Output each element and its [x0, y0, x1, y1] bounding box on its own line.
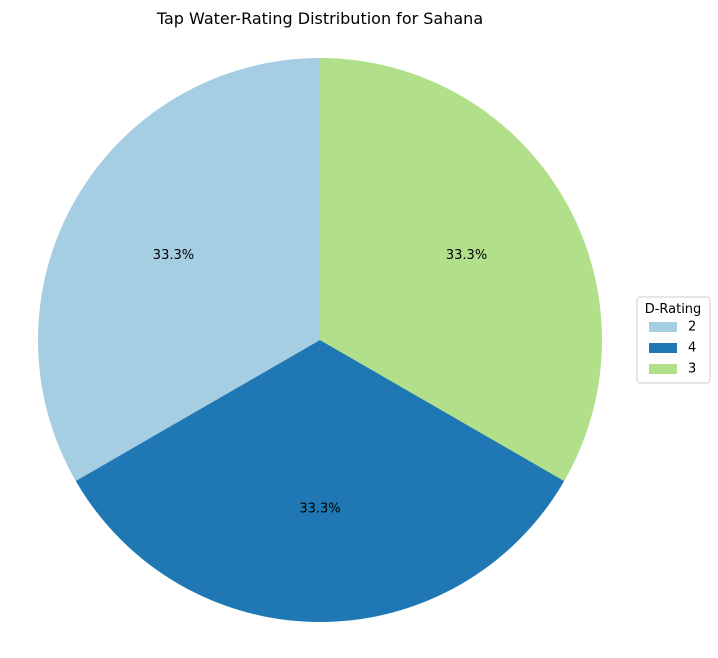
legend-swatch-2	[649, 322, 677, 332]
pie-percent-label-3: 33.3%	[446, 248, 487, 263]
pie-percent-label-2: 33.3%	[153, 248, 194, 263]
pie-slice-4	[75, 340, 565, 622]
legend-title: D-Rating	[645, 302, 702, 317]
legend: D-Rating 2 4 3	[636, 296, 711, 384]
legend-label-3: 3	[688, 362, 696, 377]
legend-label-2: 2	[688, 320, 696, 335]
pie-slices	[38, 58, 602, 622]
legend-label-4: 4	[688, 341, 696, 356]
legend-frame	[636, 296, 711, 384]
legend-swatch-3	[649, 364, 677, 374]
legend-items: 2 4 3	[649, 320, 696, 377]
pie-percent-labels: 33.3% 33.3% 33.3%	[153, 248, 487, 517]
pie-slice-3	[320, 58, 602, 481]
pie-percent-label-4: 33.3%	[299, 502, 340, 517]
legend-swatch-4	[649, 343, 677, 353]
pie-slice-2	[38, 58, 321, 481]
chart-title: Tap Water-Rating Distribution for Sahana	[156, 9, 483, 28]
